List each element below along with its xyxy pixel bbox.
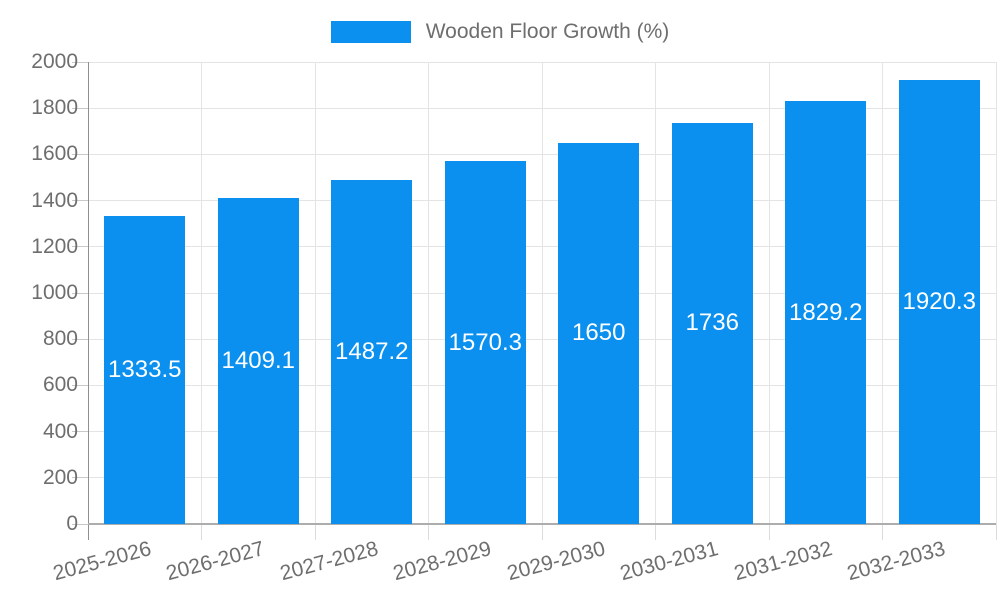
x-axis-tick-label: 2029-2030 xyxy=(504,537,608,586)
x-axis-tick-label: 2026-2027 xyxy=(163,537,267,586)
y-axis-tick-label: 1000 xyxy=(31,281,78,304)
x-axis-tick xyxy=(541,524,543,540)
bar[interactable]: 1409.1 xyxy=(217,198,299,524)
y-axis-tick xyxy=(72,153,88,155)
y-axis-tick-label: 1200 xyxy=(31,234,78,258)
y-axis-tick-label: 1800 xyxy=(31,96,78,120)
y-axis-tick xyxy=(72,200,88,202)
bar[interactable]: 1570.3 xyxy=(444,161,526,524)
bar-value-label: 1829.2 xyxy=(789,298,863,326)
y-axis-tick xyxy=(72,384,88,386)
x-gridline xyxy=(768,62,770,524)
y-axis-tick xyxy=(72,107,88,109)
y-axis-tick-label: 400 xyxy=(42,419,78,443)
x-axis-tick xyxy=(995,524,997,540)
x-axis-tick-label: 2025-2026 xyxy=(50,537,154,586)
x-gridline xyxy=(541,62,543,524)
y-axis-tick xyxy=(72,523,88,525)
y-axis-line xyxy=(87,62,89,540)
x-axis-tick-label: 2030-2031 xyxy=(617,537,721,586)
y-axis-tick-label: 1400 xyxy=(31,188,78,212)
legend-series-label: Wooden Floor Growth (%) xyxy=(425,20,670,43)
x-axis-tick xyxy=(201,524,202,540)
bar-value-label: 1570.3 xyxy=(448,328,522,356)
y-axis-tick xyxy=(72,477,88,479)
x-gridline xyxy=(201,62,202,524)
x-axis-tick-label: 2027-2028 xyxy=(277,537,381,586)
x-gridline xyxy=(314,62,316,524)
x-gridline xyxy=(995,62,997,524)
bar-value-label: 1920.3 xyxy=(902,288,976,316)
y-axis-tick-label: 0 xyxy=(66,512,78,535)
x-axis-tick-label: 2031-2032 xyxy=(731,537,835,586)
bar[interactable]: 1650 xyxy=(558,142,640,524)
y-axis-tick xyxy=(72,431,88,433)
x-gridline xyxy=(882,62,883,524)
x-axis-tick xyxy=(314,524,316,540)
y-axis-tick-label: 200 xyxy=(42,465,78,489)
y-axis-tick-label: 1600 xyxy=(31,142,78,166)
legend-swatch xyxy=(330,21,411,43)
bar-value-label: 1487.2 xyxy=(335,338,409,366)
y-axis-tick xyxy=(72,292,88,294)
x-axis-tick xyxy=(428,524,429,540)
y-axis-tick-label: 2000 xyxy=(31,50,78,73)
bar[interactable]: 1333.5 xyxy=(104,215,186,524)
y-axis-tick xyxy=(72,338,88,340)
x-axis-tick xyxy=(882,524,883,540)
y-axis-tick xyxy=(72,246,88,248)
bar[interactable]: 1920.3 xyxy=(898,80,980,524)
bar[interactable]: 1829.2 xyxy=(785,101,867,524)
x-axis-tick-label: 2032-2033 xyxy=(844,537,948,586)
x-gridline xyxy=(428,62,429,524)
x-axis-line xyxy=(88,523,996,525)
y-axis-tick-label: 800 xyxy=(42,327,78,351)
x-axis-tick-label: 2028-2029 xyxy=(390,537,494,586)
bar[interactable]: 1487.2 xyxy=(331,180,413,524)
x-axis-tick xyxy=(768,524,770,540)
x-gridline xyxy=(655,62,656,524)
bar-value-label: 1736 xyxy=(685,309,739,337)
y-axis-tick xyxy=(72,61,88,63)
y-axis-tick-label: 600 xyxy=(42,373,78,397)
bar[interactable]: 1736 xyxy=(671,122,753,524)
bar-value-label: 1333.5 xyxy=(108,355,182,383)
bar-value-label: 1650 xyxy=(572,319,626,347)
bar-value-label: 1409.1 xyxy=(221,347,295,375)
legend[interactable]: Wooden Floor Growth (%) xyxy=(0,20,1000,44)
x-axis-tick xyxy=(655,524,656,540)
